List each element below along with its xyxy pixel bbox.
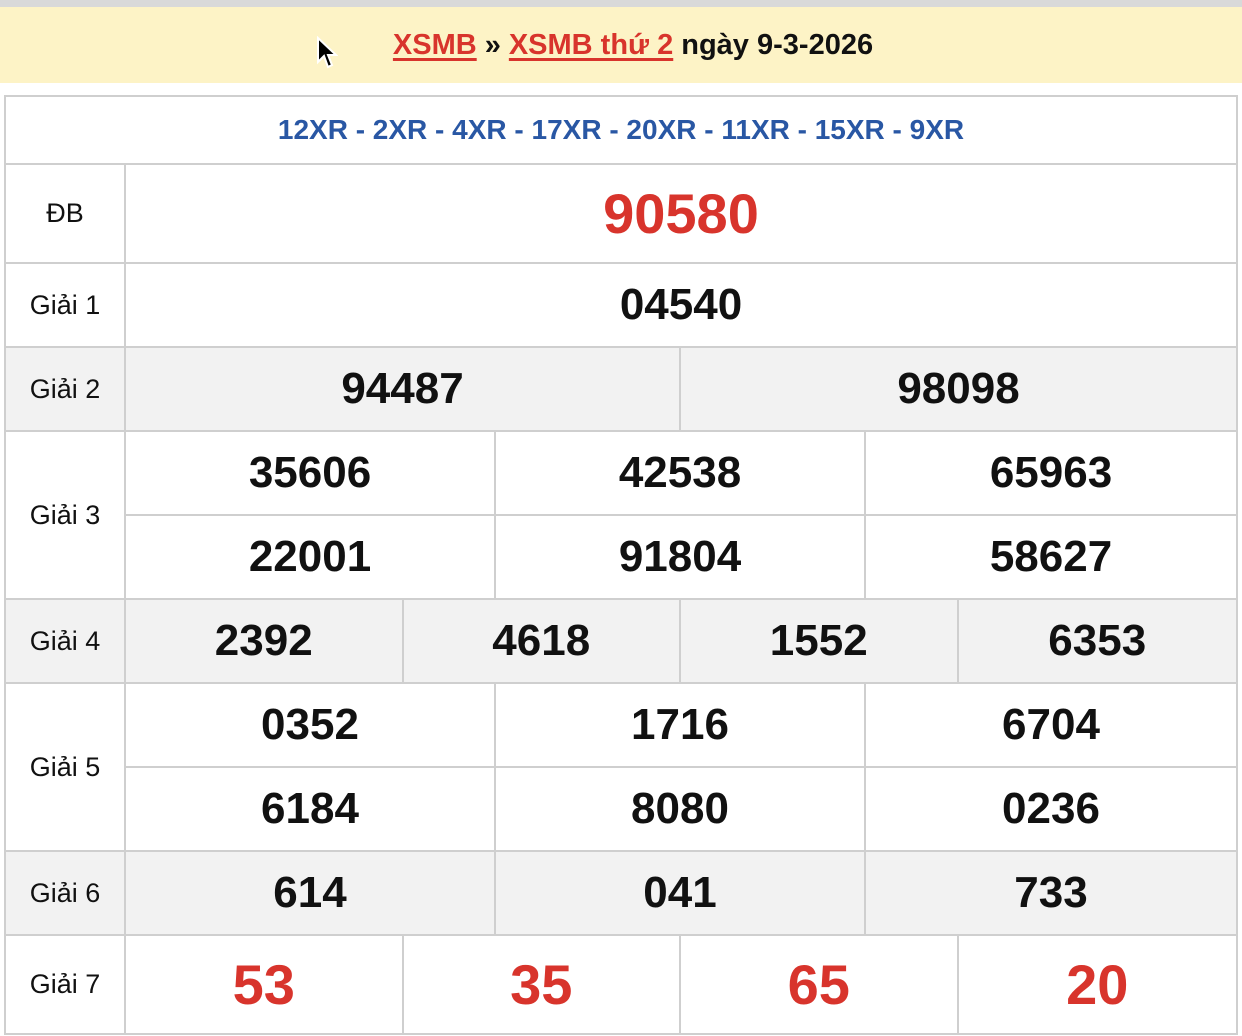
prize-number: 1552: [681, 600, 959, 682]
prize-number: 98098: [897, 364, 1020, 413]
breadcrumb: XSMB » XSMB thứ 2 ngày 9-3-2026: [0, 7, 1242, 83]
prize-row: Giải 4 2392 4618 1552 6353: [6, 600, 1236, 684]
prize-number: 42538: [496, 432, 866, 516]
prize-number: 22001: [126, 516, 496, 598]
prize-number: 6353: [1048, 616, 1147, 665]
prize-number: 91804: [496, 516, 866, 598]
prize-number: 20: [1066, 953, 1129, 1016]
mouse-cursor-icon: [317, 36, 338, 69]
prize-label: Giải 1: [6, 264, 126, 346]
prize-number: 65963: [866, 432, 1236, 516]
browser-top-bar: [0, 0, 1242, 7]
prize-label: Giải 7: [6, 936, 126, 1033]
draw-codes: 12XR - 2XR - 4XR - 17XR - 20XR - 11XR - …: [6, 97, 1236, 165]
prize-number: 4618: [404, 600, 681, 682]
prize-label: ĐB: [6, 165, 126, 262]
prize-number: 041: [496, 852, 866, 934]
prize-row: Giải 1 04540: [6, 264, 1236, 348]
prize-row: Giải 7 53 35 65 20: [6, 936, 1236, 1035]
prize-number: 614: [126, 852, 496, 934]
prize-number: 6704: [866, 684, 1236, 768]
prize-label: Giải 5: [6, 684, 126, 850]
prize-number: 90580: [603, 182, 759, 245]
prize-number: 0236: [1002, 784, 1100, 833]
prize-row: Giải 2 94487 98098: [6, 348, 1236, 432]
breadcrumb-xsmb-thu2-link[interactable]: XSMB thứ 2: [508, 28, 674, 61]
breadcrumb-separator: »: [484, 28, 501, 61]
prize-number: 04540: [619, 280, 743, 329]
prize-number: 58627: [989, 532, 1113, 581]
prize-number: 94487: [126, 348, 681, 430]
prize-row: Giải 3 35606 42538 65963 22001 91804 58627: [6, 432, 1236, 600]
prize-label: Giải 2: [6, 348, 126, 430]
prize-number: 65: [681, 936, 959, 1033]
prize-row: ĐB 90580: [6, 165, 1236, 264]
prize-row: Giải 6 614 041 733: [6, 852, 1236, 936]
prize-number: 6184: [126, 768, 496, 850]
prize-number: 0352: [126, 684, 496, 768]
prize-number: 35606: [126, 432, 496, 516]
prize-number: 35: [404, 936, 681, 1033]
results-table: 12XR - 2XR - 4XR - 17XR - 20XR - 11XR - …: [4, 95, 1238, 1035]
prize-label: Giải 4: [6, 600, 126, 682]
prize-number: 2392: [126, 600, 404, 682]
prize-number: 53: [126, 936, 404, 1033]
prize-label: Giải 3: [6, 432, 126, 598]
prize-number: 733: [1014, 868, 1088, 917]
breadcrumb-date: ngày 9-3-2026: [681, 28, 874, 61]
prize-number: 1716: [496, 684, 866, 768]
prize-label: Giải 6: [6, 852, 126, 934]
breadcrumb-xsmb-link[interactable]: XSMB: [392, 28, 477, 61]
prize-row: Giải 5 0352 1716 6704 6184 8080 0236: [6, 684, 1236, 852]
prize-number: 8080: [496, 768, 866, 850]
